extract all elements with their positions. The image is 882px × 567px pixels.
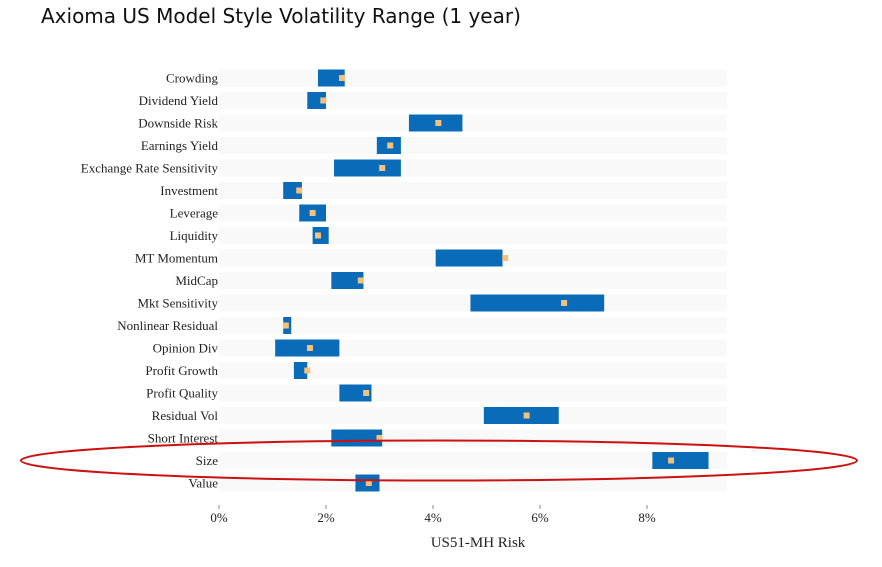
marker-nonlinear-residual bbox=[282, 322, 289, 329]
marker-profit-growth bbox=[304, 367, 311, 374]
track-dividend-yield bbox=[219, 92, 728, 109]
marker-mkt-sensitivity bbox=[561, 300, 568, 306]
category-label-dividend-yield: Dividend Yield bbox=[139, 93, 219, 108]
marker-size bbox=[668, 457, 675, 464]
track-midcap bbox=[219, 272, 728, 289]
category-label-residual-vol: Residual Vol bbox=[152, 408, 219, 423]
marker-leverage bbox=[309, 210, 316, 216]
category-label-nonlinear-residual: Nonlinear Residual bbox=[117, 318, 218, 333]
range-bar-size bbox=[652, 452, 709, 469]
category-label-mkt-sensitivity: Mkt Sensitivity bbox=[137, 296, 218, 311]
range-bar-dividend-yield bbox=[307, 92, 326, 109]
track-profit-quality bbox=[219, 384, 728, 402]
category-label-value: Value bbox=[188, 476, 218, 491]
marker-liquidity bbox=[314, 232, 321, 239]
x-axis-ticks: 0% 2% 4% 6% 8% bbox=[210, 505, 656, 525]
page-title: Axioma US Model Style Volatility Range (… bbox=[41, 4, 521, 28]
category-label-size: Size bbox=[196, 453, 219, 468]
x-tick-label: 0% bbox=[210, 510, 228, 525]
track-size bbox=[219, 452, 728, 469]
category-label-short-interest: Short Interest bbox=[148, 431, 219, 446]
marker-profit-quality bbox=[363, 390, 370, 396]
track-residual-vol bbox=[219, 407, 728, 424]
marker-value bbox=[365, 480, 372, 486]
range-bar-profit-growth bbox=[293, 362, 308, 379]
track-crowding bbox=[219, 69, 728, 87]
range-bar-profit-quality bbox=[339, 384, 372, 402]
x-axis-title: US51-MH Risk bbox=[431, 535, 526, 551]
category-label-downside-risk: Downside Risk bbox=[138, 116, 218, 131]
category-label-mt-momentum: MT Momentum bbox=[135, 251, 218, 266]
category-labels: Crowding Dividend Yield Downside Risk Earni… bbox=[81, 71, 219, 491]
marker-residual-vol bbox=[523, 412, 530, 419]
category-label-leverage: Leverage bbox=[170, 206, 219, 221]
track-leverage bbox=[219, 204, 728, 222]
marker-opinion-div bbox=[306, 345, 313, 351]
range-bar-crowding bbox=[317, 69, 345, 87]
range-bar-residual-vol bbox=[483, 407, 559, 424]
category-label-earnings-yield: Earnings Yield bbox=[141, 138, 219, 153]
range-bar-investment bbox=[283, 182, 302, 199]
range-bar-short-interest bbox=[331, 429, 383, 447]
range-bars bbox=[275, 69, 709, 492]
x-tick-label: 6% bbox=[531, 510, 549, 525]
track-investment bbox=[219, 182, 728, 199]
x-tick-label: 4% bbox=[424, 510, 442, 525]
range-bar-exchange-rate-sensitivity bbox=[334, 159, 401, 177]
range-bar-mt-momentum bbox=[435, 249, 503, 267]
track-profit-growth bbox=[219, 362, 728, 379]
track-exchange-rate-sensitivity bbox=[219, 159, 728, 177]
category-label-midcap: MidCap bbox=[175, 273, 218, 288]
track-earnings-yield bbox=[219, 137, 728, 154]
marker-downside-risk bbox=[435, 120, 442, 126]
category-label-opinion-div: Opinion Div bbox=[153, 341, 219, 356]
range-bar-mkt-sensitivity bbox=[470, 294, 605, 312]
category-label-profit-quality: Profit Quality bbox=[146, 386, 218, 401]
track-downside-risk bbox=[219, 114, 728, 132]
track-nonlinear-residual bbox=[219, 317, 728, 334]
category-label-investment: Investment bbox=[160, 183, 218, 198]
current-markers bbox=[282, 75, 675, 486]
marker-midcap bbox=[357, 277, 364, 284]
marker-mt-momentum bbox=[502, 255, 509, 261]
category-label-profit-growth: Profit Growth bbox=[145, 363, 218, 378]
track-opinion-div bbox=[219, 339, 728, 357]
marker-dividend-yield bbox=[320, 97, 327, 104]
category-label-liquidity: Liquidity bbox=[170, 228, 219, 243]
x-tick-label: 8% bbox=[638, 510, 656, 525]
marker-exchange-rate-sensitivity bbox=[379, 165, 386, 171]
range-bar-midcap bbox=[331, 272, 364, 289]
x-tick-label: 2% bbox=[317, 510, 335, 525]
marker-investment bbox=[296, 187, 303, 194]
row-tracks bbox=[219, 69, 728, 492]
size-highlight-ellipse bbox=[20, 439, 858, 482]
marker-short-interest bbox=[376, 435, 383, 441]
marker-crowding bbox=[339, 75, 346, 81]
marker-earnings-yield bbox=[387, 142, 394, 149]
category-label-exchange-rate-sensitivity: Exchange Rate Sensitivity bbox=[81, 161, 219, 176]
category-label-crowding: Crowding bbox=[166, 71, 219, 86]
track-liquidity bbox=[219, 227, 728, 244]
